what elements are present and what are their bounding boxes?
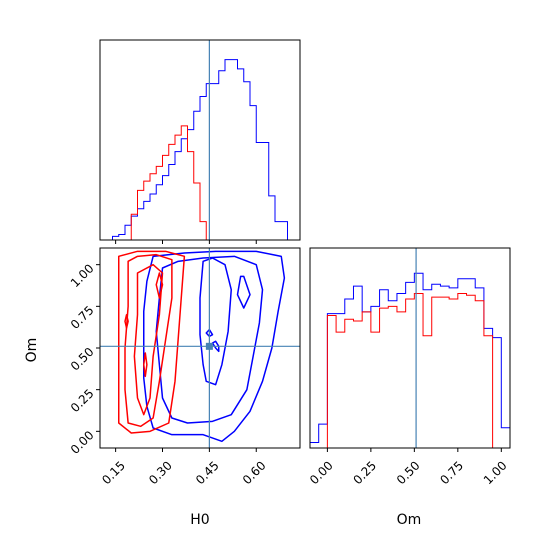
om-hist-xtick-label-4: 1.00 bbox=[481, 458, 510, 487]
blue-contour-5 bbox=[205, 328, 214, 338]
h0-histogram-panel bbox=[99, 39, 301, 244]
om-hist-series-0 bbox=[309, 272, 510, 448]
om-hist-xtick-label-0: 0.00 bbox=[307, 458, 336, 487]
axis-labels: H0 Om Om bbox=[24, 338, 421, 528]
red-contour-1 bbox=[124, 253, 173, 428]
joint-ytick-label-0: 0.00 bbox=[68, 428, 97, 457]
joint-ytick-label-3: 0.75 bbox=[68, 303, 97, 332]
joint-contours bbox=[118, 250, 286, 443]
om-hist-xtick-label-3: 0.75 bbox=[437, 458, 466, 487]
blue-contour-1 bbox=[155, 255, 264, 424]
red-contour-4 bbox=[155, 272, 164, 299]
om-hist-xtick-label-2: 0.50 bbox=[394, 458, 423, 487]
h0-hist-series-0 bbox=[100, 59, 300, 241]
om-hist-xtick-label-1: 0.25 bbox=[350, 458, 379, 487]
x-axis-label-h0: H0 bbox=[190, 512, 209, 528]
joint-frame bbox=[99, 247, 301, 449]
joint-ytick-label-4: 1.00 bbox=[68, 261, 97, 290]
red-contour-3 bbox=[124, 313, 129, 329]
om-hist-frame bbox=[309, 247, 511, 449]
red-contour-5 bbox=[143, 352, 148, 378]
red-contour-0 bbox=[118, 250, 186, 434]
joint-xtick-label-2: 0.45 bbox=[193, 458, 222, 487]
blue-contour-3 bbox=[236, 275, 251, 309]
red-contour-2 bbox=[133, 263, 164, 416]
joint-xtick-label-0: 0.15 bbox=[99, 458, 128, 487]
om-histogram-panel: 0.00 0.25 0.50 0.75 1.00 bbox=[307, 247, 511, 487]
h0-hist-series-1 bbox=[100, 125, 300, 241]
joint-xtick-label-3: 0.60 bbox=[240, 458, 269, 487]
blue-contour-2 bbox=[199, 257, 232, 386]
x-axis-label-om: Om bbox=[397, 512, 422, 528]
h0-hist-frame bbox=[99, 39, 301, 241]
joint-ytick-label-2: 0.50 bbox=[68, 345, 97, 374]
blue-contour-0 bbox=[143, 250, 286, 443]
om-hist-series-1 bbox=[310, 292, 510, 449]
y-axis-label-om: Om bbox=[24, 338, 40, 363]
blue-contour-4 bbox=[211, 340, 220, 353]
joint-truth-marker bbox=[205, 342, 213, 350]
joint-contour-panel: 0.15 0.30 0.45 0.60 0.00 0.25 0.50 0.75 1.00 bbox=[68, 247, 301, 487]
joint-xtick-label-1: 0.30 bbox=[146, 458, 175, 487]
joint-ytick-label-1: 0.25 bbox=[68, 386, 97, 415]
